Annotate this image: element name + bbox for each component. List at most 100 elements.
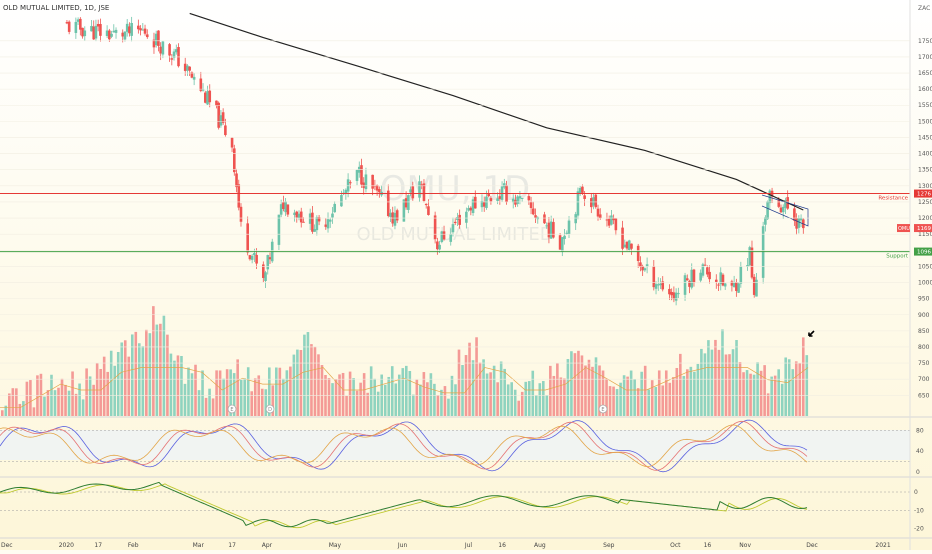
y-tick-label: 1200 bbox=[918, 215, 932, 222]
volume-bar bbox=[478, 362, 482, 416]
candle-body bbox=[362, 182, 366, 188]
volume-bar bbox=[39, 373, 43, 416]
volume-bar bbox=[559, 377, 563, 416]
stoch-d-line bbox=[0, 420, 808, 471]
candle-body bbox=[393, 212, 397, 226]
price-axis[interactable]: 1750 1700 1650 1600 1550 1500 1450 1400 1350 1300… bbox=[0, 38, 932, 400]
candle-body bbox=[527, 196, 531, 201]
candle-body bbox=[264, 272, 267, 281]
candle-body bbox=[94, 25, 98, 39]
candle-body bbox=[549, 221, 553, 239]
y-tick-label: 700 bbox=[918, 376, 930, 383]
candle-body bbox=[706, 267, 709, 275]
volume-bar bbox=[671, 377, 675, 416]
time-axis[interactable]: Dec 2020 17 Feb Mar 17 Apr May Jun Jul 16 Aug Sep Oct… bbox=[1, 542, 891, 549]
candle-body bbox=[652, 266, 656, 288]
volume-bar bbox=[689, 366, 693, 416]
volume-bar bbox=[527, 381, 531, 416]
volume-bar bbox=[204, 397, 208, 416]
candle-body bbox=[375, 185, 379, 191]
candle-body bbox=[83, 30, 87, 37]
candle-body bbox=[670, 291, 673, 296]
volume-bar bbox=[787, 359, 791, 416]
volume-bar bbox=[271, 385, 275, 416]
candle-body bbox=[141, 29, 145, 31]
x-tick-label: 16 bbox=[704, 542, 712, 549]
volume-bar bbox=[4, 405, 8, 416]
volume-bar bbox=[419, 384, 422, 416]
volume-bar bbox=[355, 390, 359, 416]
candle-body bbox=[558, 235, 562, 250]
candle-body bbox=[268, 257, 272, 260]
last-price-ticker-box bbox=[897, 224, 910, 233]
volume-bar bbox=[640, 371, 643, 416]
volume-bar bbox=[201, 370, 204, 416]
candle-body bbox=[433, 215, 437, 240]
volume-bar bbox=[619, 382, 622, 416]
candle-body bbox=[795, 218, 798, 229]
volume-bar bbox=[383, 384, 387, 416]
candle-body bbox=[677, 293, 680, 295]
candle-body bbox=[360, 165, 363, 185]
candle-body bbox=[277, 214, 281, 245]
volume-bar bbox=[668, 382, 672, 416]
candle-body bbox=[518, 196, 522, 199]
volume-bar bbox=[601, 370, 605, 416]
candle-body bbox=[502, 183, 506, 188]
volume-bar bbox=[166, 334, 169, 416]
candle-body bbox=[411, 186, 415, 199]
level-tags: Resistance 1276 Support 1096 OMU 1169 bbox=[878, 189, 932, 260]
volume-bar bbox=[566, 359, 570, 416]
candle-body bbox=[565, 232, 569, 235]
candle-body bbox=[308, 213, 312, 224]
volume-bar bbox=[141, 346, 145, 416]
candle-body bbox=[143, 28, 147, 34]
candle-body bbox=[739, 266, 743, 284]
volume-bar bbox=[594, 357, 598, 416]
y-tick-label: 1150 bbox=[918, 231, 932, 238]
candle-body bbox=[174, 49, 178, 53]
volume-bar bbox=[475, 337, 478, 416]
volume-bar bbox=[777, 369, 780, 416]
candle-body bbox=[297, 213, 301, 219]
level-label: Support bbox=[886, 254, 909, 260]
volume-bar bbox=[1, 410, 4, 416]
volume-bar bbox=[232, 373, 236, 416]
candle-body bbox=[110, 33, 113, 37]
candle-body bbox=[284, 201, 287, 213]
volume-bar bbox=[696, 363, 700, 416]
x-tick-label: Jun bbox=[397, 542, 408, 549]
volume-bar bbox=[71, 371, 74, 416]
y-tick-label: 1050 bbox=[918, 263, 932, 270]
candle-body bbox=[81, 27, 84, 37]
candle-body bbox=[561, 237, 564, 252]
candle-body bbox=[206, 91, 209, 105]
candle-body bbox=[496, 198, 499, 201]
candle-body bbox=[246, 223, 249, 253]
volume-bar bbox=[461, 365, 464, 416]
volume-bar bbox=[152, 306, 155, 416]
watermark-name: OLD MUTUAL LIMITED bbox=[356, 224, 553, 245]
candle-body bbox=[237, 184, 241, 208]
volume-bar bbox=[440, 389, 443, 416]
volume-bar bbox=[317, 354, 320, 416]
candle-body bbox=[514, 200, 517, 205]
volume-bar bbox=[524, 381, 528, 416]
volume-bar bbox=[190, 373, 194, 416]
volume-bar bbox=[116, 351, 120, 416]
candle-body bbox=[748, 247, 752, 266]
candle-body bbox=[451, 224, 455, 233]
volume-bar bbox=[598, 365, 601, 416]
x-tick-label: Apr bbox=[262, 542, 273, 549]
y-tick-label: 1550 bbox=[918, 102, 932, 109]
candle-body bbox=[99, 24, 102, 36]
volume-bar bbox=[109, 350, 113, 416]
volume-bar bbox=[742, 372, 745, 416]
volume-bar bbox=[408, 370, 412, 416]
volume-bar bbox=[366, 392, 369, 416]
y-tick-label: 1250 bbox=[918, 199, 932, 206]
volume-bar bbox=[447, 398, 450, 416]
y-tick-label: 1650 bbox=[918, 70, 932, 77]
candle-body bbox=[623, 244, 627, 248]
volume-bar bbox=[197, 390, 201, 416]
